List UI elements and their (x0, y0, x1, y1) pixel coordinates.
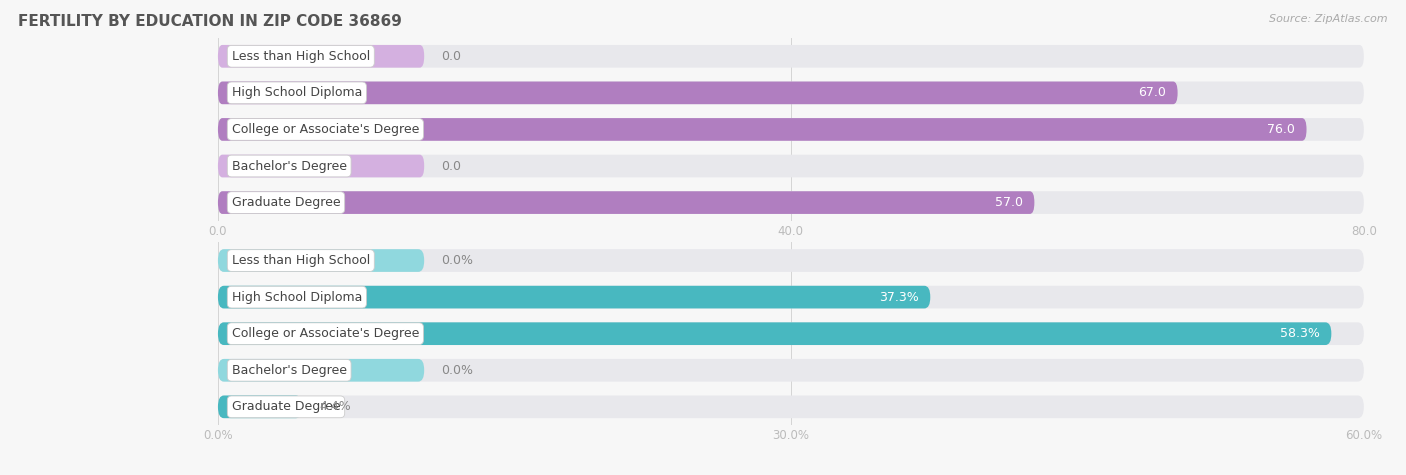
Text: 37.3%: 37.3% (879, 291, 920, 304)
FancyBboxPatch shape (218, 323, 1331, 345)
FancyBboxPatch shape (218, 249, 425, 272)
FancyBboxPatch shape (218, 82, 1364, 104)
FancyBboxPatch shape (218, 323, 1364, 345)
Text: College or Associate's Degree: College or Associate's Degree (232, 123, 419, 136)
Text: Bachelor's Degree: Bachelor's Degree (232, 364, 347, 377)
Text: Graduate Degree: Graduate Degree (232, 196, 340, 209)
FancyBboxPatch shape (218, 155, 1364, 177)
FancyBboxPatch shape (218, 45, 1364, 67)
Text: Graduate Degree: Graduate Degree (232, 400, 340, 413)
Text: 57.0: 57.0 (995, 196, 1024, 209)
FancyBboxPatch shape (218, 82, 1178, 104)
Text: FERTILITY BY EDUCATION IN ZIP CODE 36869: FERTILITY BY EDUCATION IN ZIP CODE 36869 (18, 14, 402, 29)
Text: 0.0%: 0.0% (441, 364, 474, 377)
Text: Less than High School: Less than High School (232, 254, 370, 267)
Text: 4.4%: 4.4% (319, 400, 352, 413)
Text: High School Diploma: High School Diploma (232, 291, 363, 304)
FancyBboxPatch shape (218, 286, 931, 308)
Text: 0.0: 0.0 (441, 50, 461, 63)
Text: 67.0: 67.0 (1139, 86, 1166, 99)
Text: 0.0%: 0.0% (441, 254, 474, 267)
FancyBboxPatch shape (218, 286, 1364, 308)
Text: 0.0: 0.0 (441, 160, 461, 172)
Text: 76.0: 76.0 (1267, 123, 1295, 136)
Text: High School Diploma: High School Diploma (232, 86, 363, 99)
FancyBboxPatch shape (218, 396, 1364, 418)
FancyBboxPatch shape (218, 118, 1364, 141)
FancyBboxPatch shape (218, 359, 1364, 381)
FancyBboxPatch shape (218, 118, 1306, 141)
Text: College or Associate's Degree: College or Associate's Degree (232, 327, 419, 340)
FancyBboxPatch shape (218, 359, 425, 381)
FancyBboxPatch shape (218, 191, 1364, 214)
Text: Bachelor's Degree: Bachelor's Degree (232, 160, 347, 172)
Text: 58.3%: 58.3% (1279, 327, 1320, 340)
FancyBboxPatch shape (218, 45, 425, 67)
FancyBboxPatch shape (218, 249, 1364, 272)
Text: Less than High School: Less than High School (232, 50, 370, 63)
Text: Source: ZipAtlas.com: Source: ZipAtlas.com (1270, 14, 1388, 24)
FancyBboxPatch shape (218, 155, 425, 177)
FancyBboxPatch shape (218, 191, 1035, 214)
FancyBboxPatch shape (218, 396, 302, 418)
